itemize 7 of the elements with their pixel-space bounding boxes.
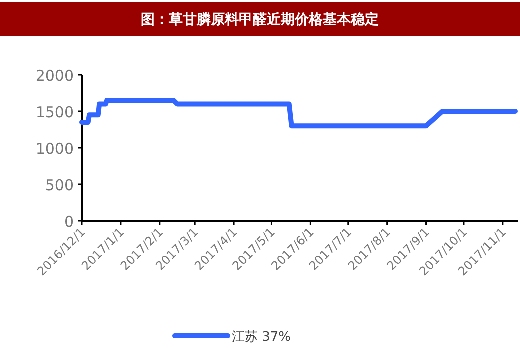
y-tick-label: 0 xyxy=(64,213,74,231)
y-tick-label: 500 xyxy=(45,176,74,194)
y-tick-label: 1500 xyxy=(36,104,74,122)
y-tick-label: 1000 xyxy=(36,140,74,158)
legend-label: 江苏 37% xyxy=(232,330,292,345)
chart-title: 图：草甘膦原料甲醛近期价格基本稳定 xyxy=(141,11,379,28)
y-tick-label: 2000 xyxy=(36,67,74,85)
